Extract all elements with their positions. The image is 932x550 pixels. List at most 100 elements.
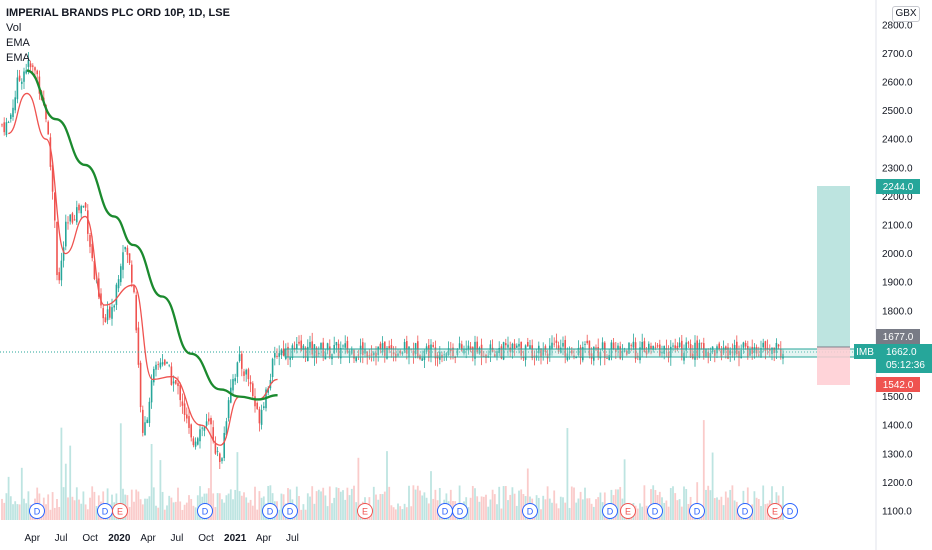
volume-bar — [157, 507, 160, 520]
volume-bar — [771, 486, 773, 520]
price-axis[interactable]: 2800.0 2700.0 2600.0 2500.0 2400.0 2300.0 2200… — [882, 20, 913, 517]
indicator-volume[interactable]: Vol — [6, 22, 22, 34]
time-axis[interactable]: Apr Jul Oct 2020 Apr Jul Oct 2021 Apr Jul — [25, 533, 299, 544]
target-zone[interactable] — [817, 186, 850, 347]
stop-zone[interactable] — [817, 347, 850, 385]
dividend-marker[interactable]: D — [737, 503, 753, 519]
symbol-title[interactable]: IMPERIAL BRANDS PLC ORD 10P, 1D, LSE — [6, 7, 230, 19]
candle-body — [742, 342, 745, 348]
last-price-tag: 1662.0 05:12:36 — [876, 344, 932, 373]
candle-body — [241, 353, 243, 369]
candle-body — [780, 349, 782, 358]
candle-body — [632, 341, 635, 348]
candle-body — [133, 285, 135, 293]
candle-body — [623, 350, 626, 352]
price-tick-label: 2800.0 — [882, 20, 913, 31]
volume-bar — [489, 499, 492, 520]
dividend-marker[interactable]: D — [647, 503, 663, 519]
candle-body — [223, 432, 225, 459]
candle-body — [758, 354, 760, 356]
volume-bar — [170, 497, 173, 520]
candle-body — [531, 345, 533, 358]
volume-bar — [570, 486, 573, 520]
dividend-marker[interactable]: D — [262, 503, 278, 519]
candle-body — [5, 122, 8, 136]
volume-bar — [161, 491, 164, 520]
dividend-marker[interactable]: D — [689, 503, 705, 519]
indicator-ema-2[interactable]: EMA — [6, 52, 30, 64]
volume-bar — [278, 509, 281, 520]
volume-bar — [181, 509, 184, 520]
volume-bar — [423, 492, 426, 520]
volume-bar — [416, 485, 419, 520]
volume-bar — [144, 498, 146, 520]
currency-button[interactable]: GBX — [892, 6, 920, 22]
volume-bar — [7, 476, 10, 520]
candle-body — [626, 350, 628, 355]
earnings-marker[interactable]: E — [112, 503, 128, 519]
candle-body — [397, 353, 399, 356]
volume-bar — [137, 491, 140, 520]
earnings-marker[interactable]: E — [767, 503, 783, 519]
candle-body — [562, 342, 564, 347]
dividend-marker[interactable]: D — [782, 503, 798, 519]
dividend-marker[interactable]: D — [197, 503, 213, 519]
candle-body — [377, 346, 379, 355]
candle-body — [650, 345, 652, 349]
dividend-marker[interactable]: D — [97, 503, 113, 519]
volume-bar — [306, 493, 309, 520]
entry-price-label: 1677.0 — [883, 332, 914, 343]
volume-bar — [348, 495, 351, 520]
candle-body — [601, 342, 604, 350]
candle-body — [194, 441, 197, 447]
candle-body — [27, 59, 30, 67]
volume-bar — [709, 490, 712, 520]
candle-body — [267, 388, 269, 393]
horizontal-zone[interactable] — [284, 348, 876, 358]
entry-price-tag: 1677.0 — [876, 329, 920, 344]
candle-body — [249, 381, 252, 385]
volume-bar — [663, 502, 666, 520]
volume-bar — [592, 506, 595, 520]
candle-body — [604, 342, 606, 358]
dividend-marker[interactable]: D — [29, 503, 45, 519]
volume-bar — [526, 468, 529, 520]
candle-body — [463, 348, 465, 354]
dividend-marker[interactable]: D — [282, 503, 298, 519]
candle-body — [432, 345, 434, 347]
earnings-marker[interactable]: E — [357, 503, 373, 519]
volume-bar — [260, 497, 263, 520]
candle-body — [51, 165, 54, 192]
candle-body — [527, 342, 529, 347]
candle-body — [423, 350, 426, 360]
candle-body — [373, 352, 375, 356]
volume-bar — [544, 499, 547, 520]
dividend-marker[interactable]: D — [522, 503, 538, 519]
volume-bar — [430, 471, 432, 520]
candle-body — [483, 355, 485, 357]
volume-bar — [507, 500, 509, 520]
volume-bar — [491, 489, 494, 520]
candle-body — [738, 351, 740, 358]
dividend-marker[interactable]: D — [452, 503, 468, 519]
candle-body — [29, 63, 32, 68]
dividend-marker[interactable]: D — [602, 503, 618, 519]
volume-bar — [641, 506, 644, 520]
candle-body — [564, 339, 566, 357]
candle-body — [395, 353, 397, 358]
volume-bar — [350, 488, 353, 520]
dividend-marker[interactable]: D — [437, 503, 453, 519]
price-tick-label: 2000.0 — [882, 249, 913, 260]
candle-body — [144, 422, 146, 436]
candle-body — [476, 341, 478, 353]
candle-body — [236, 362, 239, 377]
indicator-ema-1[interactable]: EMA — [6, 37, 30, 49]
volume-bar — [172, 502, 175, 520]
svg-text:D: D — [34, 507, 41, 517]
earnings-marker[interactable]: E — [620, 503, 636, 519]
candle-body — [87, 210, 89, 234]
volume-bar — [3, 502, 6, 520]
volume-bar — [381, 494, 384, 520]
